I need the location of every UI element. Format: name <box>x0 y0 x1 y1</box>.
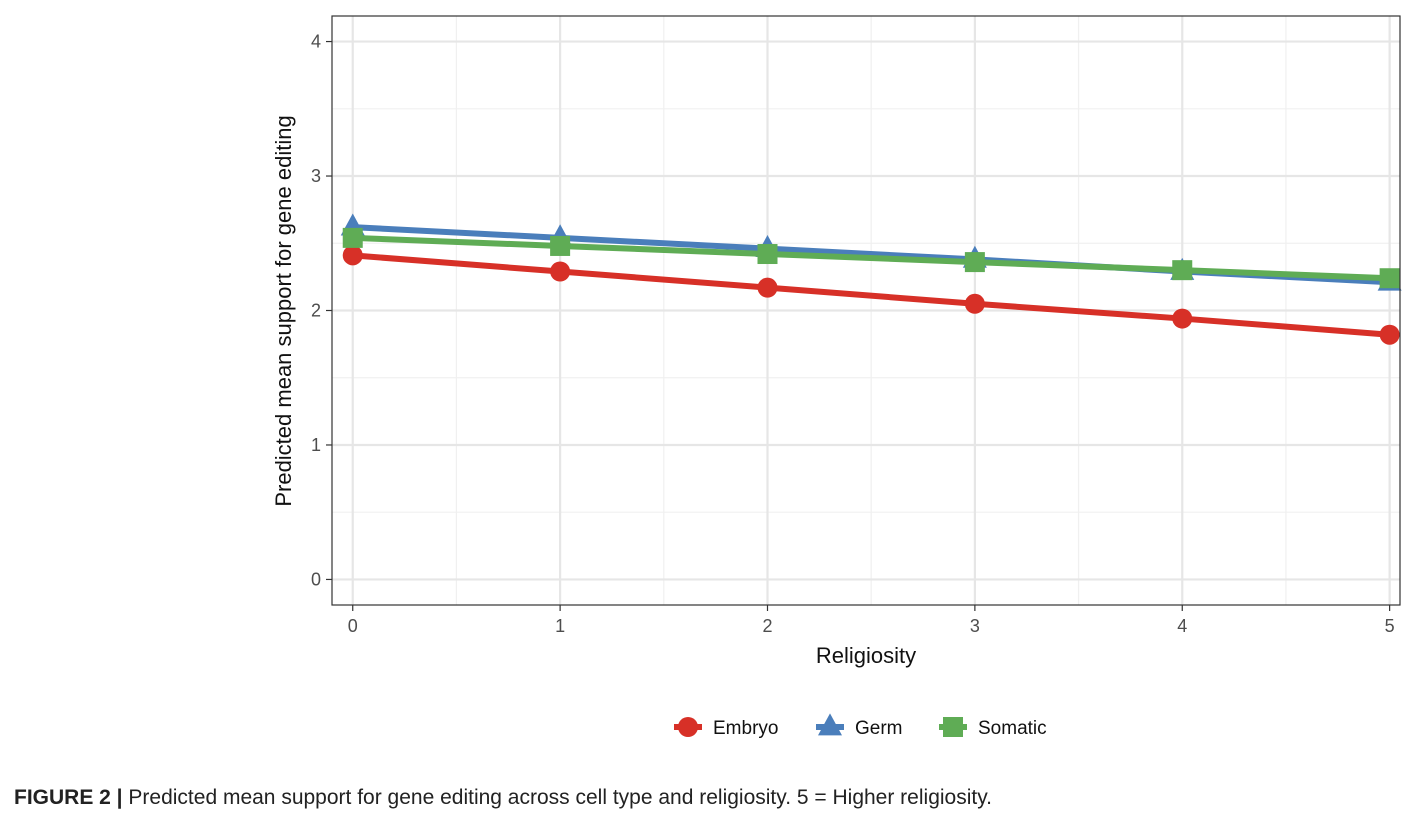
y-tick-label: 4 <box>311 32 321 52</box>
legend-item-germ: Germ <box>816 713 903 739</box>
x-tick-label: 4 <box>1177 616 1187 636</box>
x-tick-label: 0 <box>348 616 358 636</box>
x-tick-label: 2 <box>762 616 772 636</box>
somatic-series <box>342 227 1400 289</box>
embryo-point <box>342 245 363 266</box>
legend-key-marker <box>818 713 842 736</box>
legend-label: Embryo <box>713 718 778 739</box>
legend-key-marker <box>943 717 963 737</box>
somatic-point <box>1379 268 1400 289</box>
x-axis: 0 1 2 3 4 5 <box>348 605 1395 636</box>
series-layer <box>340 213 1402 345</box>
legend-item-somatic: Somatic <box>939 717 1047 739</box>
y-tick-label: 2 <box>311 301 321 321</box>
embryo-line <box>349 252 1393 338</box>
legend-label: Somatic <box>978 718 1047 739</box>
somatic-point <box>964 252 985 273</box>
embryo-point <box>1379 324 1400 345</box>
y-axis: 0 1 2 3 4 <box>311 32 332 589</box>
embryo-point <box>757 277 778 298</box>
y-tick-label: 1 <box>311 435 321 455</box>
caption-label: FIGURE 2 | <box>14 786 123 809</box>
legend-item-embryo: Embryo <box>674 717 778 739</box>
x-tick-label: 3 <box>970 616 980 636</box>
embryo-point <box>1172 308 1193 329</box>
caption-text: Predicted mean support for gene editing … <box>128 786 992 809</box>
line-chart: 0 1 2 3 4 0 1 2 3 4 5 Religiosity Predicted mean … <box>271 15 1402 739</box>
y-axis-title: Predicted mean support for gene editing <box>271 115 296 506</box>
legend-label: Germ <box>855 718 903 739</box>
embryo-series <box>342 245 1400 345</box>
major-gridlines <box>332 16 1400 605</box>
somatic-point <box>550 235 571 256</box>
somatic-line <box>349 234 1393 282</box>
y-tick-label: 3 <box>311 166 321 186</box>
legend: Embryo Germ Somatic <box>674 713 1047 739</box>
x-tick-label: 1 <box>555 616 565 636</box>
legend-key-marker <box>678 717 698 737</box>
x-axis-title: Religiosity <box>816 643 916 668</box>
x-tick-label: 5 <box>1385 616 1395 636</box>
somatic-point <box>757 244 778 265</box>
embryo-point <box>964 293 985 314</box>
figure-caption: FIGURE 2 | Predicted mean support for ge… <box>14 786 992 810</box>
somatic-point <box>342 227 363 248</box>
embryo-point <box>550 261 571 282</box>
y-tick-label: 0 <box>311 569 321 589</box>
somatic-point <box>1172 260 1193 281</box>
